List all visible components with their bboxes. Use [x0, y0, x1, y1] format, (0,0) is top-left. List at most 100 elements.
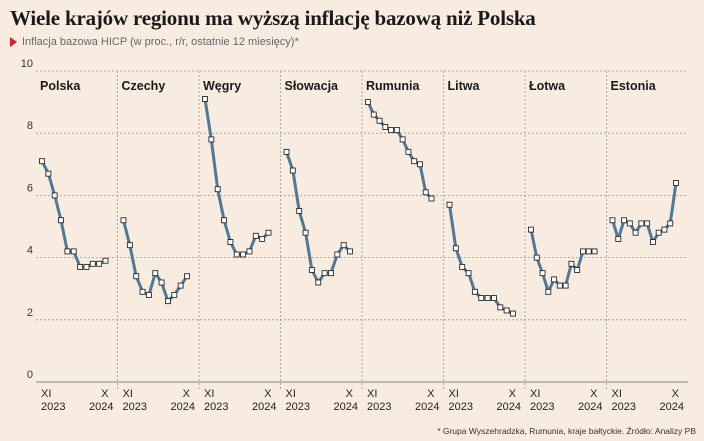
data-point	[89, 260, 96, 267]
data-point	[265, 229, 272, 236]
x-tick-label: XI	[367, 388, 377, 400]
data-point	[289, 167, 296, 174]
data-point	[580, 248, 586, 255]
data-point	[661, 226, 668, 233]
panel-title: Polska	[40, 79, 81, 93]
x-tick-label: X	[509, 388, 517, 400]
data-point	[246, 248, 253, 255]
data-point	[45, 170, 52, 177]
data-point	[615, 235, 622, 242]
x-tick-label: 2023	[530, 401, 554, 413]
data-point	[465, 270, 472, 277]
data-point	[64, 248, 71, 255]
x-tick-label: 2024	[660, 401, 684, 413]
data-point	[545, 288, 552, 295]
panel-title: Węgry	[203, 79, 241, 93]
data-point	[214, 186, 221, 193]
y-tick-label: 6	[27, 182, 33, 194]
data-point	[208, 136, 215, 143]
data-point	[334, 251, 341, 258]
y-tick-label: 10	[21, 58, 33, 70]
x-tick-label: 2023	[41, 401, 65, 413]
series-line	[285, 150, 352, 284]
panel-title: Estonia	[611, 79, 657, 93]
x-tick-label: X	[101, 388, 109, 400]
data-point	[315, 279, 322, 286]
data-point	[655, 229, 662, 236]
data-point	[202, 96, 208, 102]
data-point	[152, 270, 159, 277]
x-tick-label: X	[346, 388, 354, 400]
data-point	[133, 273, 140, 280]
y-tick-label: 0	[27, 369, 33, 381]
data-point	[556, 282, 563, 289]
x-tick-label: 2023	[204, 401, 228, 413]
data-point	[252, 232, 259, 239]
data-point	[638, 220, 645, 227]
x-tick-label: 2024	[578, 401, 602, 413]
x-tick-label: 2023	[123, 401, 147, 413]
data-point	[340, 242, 347, 249]
data-point	[539, 270, 546, 277]
data-point	[171, 291, 178, 298]
data-point	[347, 248, 353, 255]
series-line	[366, 100, 433, 200]
data-point	[428, 195, 435, 202]
x-tick-label: 2023	[449, 401, 473, 413]
x-tick-label: 2023	[612, 401, 636, 413]
data-point	[503, 307, 510, 314]
x-tick-label: 2024	[334, 401, 358, 413]
data-point	[528, 226, 534, 233]
panel-title: Słowacja	[285, 79, 340, 93]
data-point	[609, 217, 616, 224]
x-tick-label: 2023	[286, 401, 310, 413]
data-point	[574, 267, 581, 273]
data-point	[365, 99, 371, 106]
data-point	[51, 192, 58, 199]
x-tick-label: XI	[123, 388, 133, 400]
panel-title: Litwa	[448, 79, 481, 93]
data-point	[422, 189, 429, 196]
data-point	[585, 248, 592, 255]
x-tick-label: 2023	[367, 401, 391, 413]
data-point	[221, 217, 228, 224]
data-point	[77, 263, 84, 270]
data-point	[302, 229, 309, 236]
data-point	[417, 161, 423, 168]
data-point	[411, 158, 418, 165]
chart-subtitle: Inflacja bazowa HICP (w proc., r/r, osta…	[22, 36, 299, 48]
data-point	[58, 217, 64, 224]
x-tick-label: X	[590, 388, 598, 400]
y-tick-label: 4	[27, 245, 33, 257]
y-tick-label: 8	[27, 120, 33, 132]
data-point	[405, 148, 412, 155]
x-tick-label: X	[264, 388, 272, 400]
x-tick-label: X	[183, 388, 191, 400]
x-tick-label: XI	[612, 388, 622, 400]
data-point	[591, 248, 598, 255]
series-line	[611, 181, 678, 244]
data-point	[370, 111, 377, 118]
data-point	[83, 263, 90, 270]
data-point	[102, 257, 109, 264]
data-point	[491, 295, 497, 301]
data-point	[227, 239, 234, 246]
series-line	[122, 218, 189, 303]
data-point	[296, 207, 303, 214]
data-point	[667, 220, 674, 227]
data-point	[259, 235, 266, 242]
x-tick-label: XI	[204, 388, 214, 400]
x-tick-label: XI	[449, 388, 459, 400]
x-tick-label: X	[427, 388, 435, 400]
data-point	[328, 270, 334, 277]
x-tick-label: XI	[41, 388, 51, 400]
data-point	[568, 260, 575, 267]
data-point	[283, 148, 290, 155]
x-tick-label: 2024	[171, 401, 195, 413]
data-point	[452, 245, 459, 252]
data-point	[673, 180, 679, 186]
data-point	[644, 220, 651, 227]
data-point	[233, 251, 240, 258]
data-point	[158, 279, 165, 286]
